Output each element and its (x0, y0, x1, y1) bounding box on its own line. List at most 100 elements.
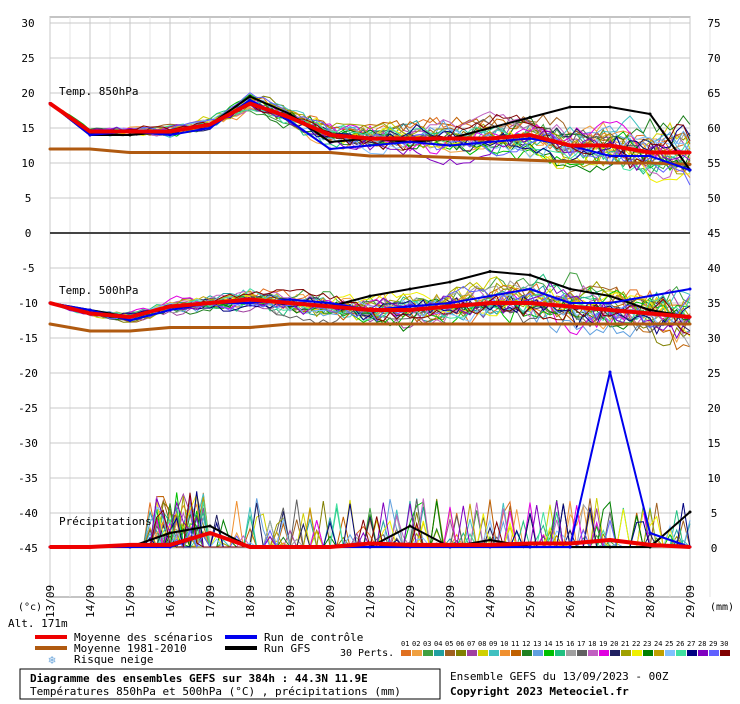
series-precip-0-point (88, 545, 92, 549)
series-precip-0-point (608, 538, 612, 542)
series-precip-1-point (608, 370, 612, 374)
member-legend-swatch (401, 650, 411, 656)
member-legend-label: 07 (467, 640, 475, 648)
label-500: Temp. 500hPa (59, 284, 138, 297)
series-precip-2-point (168, 531, 172, 535)
series-500hPa-3-point (408, 287, 412, 291)
series-850hPa-0-point (288, 116, 292, 119)
y-left-tick: 30 (21, 17, 34, 30)
member-legend-label: 01 (401, 640, 409, 648)
y-left-tick: -35 (18, 472, 38, 485)
y-right-tick: 40 (707, 262, 720, 275)
member-legend-label: 20 (610, 640, 618, 648)
series-850hPa-1-point (528, 158, 532, 162)
series-850hPa-3-point (488, 126, 492, 130)
series-precip-0-point (288, 545, 292, 549)
x-tick-label: 17/09 (204, 585, 217, 618)
x-tick-label: 26/09 (564, 585, 577, 618)
y-left-tick: 25 (21, 52, 34, 65)
footer-title: Diagramme des ensembles GEFS sur 384h : … (30, 672, 368, 685)
y-right-tick: 35 (707, 297, 720, 310)
series-500hPa-2-point (88, 308, 92, 312)
series-500hPa-1-point (488, 322, 492, 326)
x-tick-label: 28/09 (644, 585, 657, 618)
series-850hPa-0-point (528, 133, 532, 137)
y-right-tick: 75 (707, 17, 720, 30)
member-legend-swatch (654, 650, 664, 656)
series-850hPa-2-point (328, 147, 332, 151)
series-850hPa-0-point (688, 151, 692, 154)
series-500hPa-1-point (48, 322, 52, 326)
member-legend-label: 17 (577, 640, 585, 648)
series-850hPa-1-point (288, 151, 292, 154)
series-500hPa-2-point (528, 287, 532, 291)
y-right-tick: 60 (707, 122, 720, 135)
series-850hPa-3-point (608, 105, 612, 109)
snowflake-icon: ❄ (48, 653, 55, 667)
member-legend-label: 11 (511, 640, 519, 648)
series-precip-0-point (528, 542, 532, 545)
series-500hPa-1-point (528, 322, 532, 326)
y-right-tick: 10 (707, 472, 720, 485)
member-legend-label: 14 (544, 640, 552, 648)
y-left-tick: -20 (18, 367, 38, 380)
series-precip-2-point (608, 545, 612, 549)
legend: Moyenne des scénarios Moyenne 1981-2010 … (35, 631, 730, 667)
series-500hPa-1-point (288, 322, 292, 326)
footer-run: Ensemble GEFS du 13/09/2023 - 00Z (450, 670, 669, 683)
x-tick-label: 16/09 (164, 585, 177, 618)
series-850hPa-0-point (368, 137, 372, 140)
x-tick-label: 19/09 (284, 585, 297, 618)
series-precip-0-point (448, 543, 452, 547)
y-left-tick: 15 (21, 122, 34, 135)
x-tick-label: 23/09 (444, 585, 457, 618)
member-legend-swatch (665, 650, 675, 656)
member-legend-label: 09 (489, 640, 497, 648)
series-500hPa-2-point (128, 319, 132, 322)
series-500hPa-1-point (208, 326, 212, 329)
footer-copyright: Copyright 2023 Meteociel.fr (450, 685, 629, 698)
series-500hPa-0-point (688, 315, 692, 319)
series-500hPa-2-point (328, 301, 332, 305)
series-precip-0-point (208, 531, 212, 535)
series-850hPa-0-point (448, 137, 452, 140)
series-850hPa-3-point (648, 112, 652, 116)
series-precip-2-point (208, 524, 212, 528)
series-850hPa-3-point (328, 140, 332, 144)
member-legend-label: 16 (566, 640, 574, 648)
series-500hPa-2-point (248, 301, 252, 305)
footer-box (19, 668, 441, 700)
y-left-tick: -10 (18, 297, 38, 310)
series-500hPa-1-point (568, 322, 572, 326)
series-500hPa-1-point (328, 322, 332, 326)
member-legend-label: 18 (588, 640, 596, 648)
series-precip-0-point (408, 543, 412, 547)
series-850hPa-0-point (408, 137, 412, 140)
y-left-tick: 0 (25, 227, 32, 240)
series-precip-1-point (648, 531, 652, 535)
member-legend-label: 27 (687, 640, 695, 648)
series-500hPa-1-point (128, 329, 132, 333)
member-legend-label: 21 (621, 640, 629, 648)
y-left-tick: -15 (18, 332, 38, 345)
series-500hPa-2-point (688, 287, 692, 291)
series-500hPa-0-point (48, 301, 52, 305)
y-left-tick: -5 (21, 262, 34, 275)
member-legend-swatch (544, 650, 554, 656)
series-500hPa-1-point (248, 326, 252, 329)
series-850hPa-1-point (328, 151, 332, 154)
series-850hPa-2-point (288, 119, 292, 123)
series-850hPa-2-point (368, 144, 372, 147)
y-right-tick: 25 (707, 367, 720, 380)
series-precip-2-point (408, 524, 412, 528)
series-850hPa-2-point (408, 140, 412, 144)
member-legend-label: 25 (665, 640, 673, 648)
member-legend-swatch (709, 650, 719, 656)
member-legend-swatch (467, 650, 477, 656)
series-500hPa-2-point (608, 301, 612, 305)
member-legend-label: 13 (533, 640, 541, 648)
series-precip-0-point (688, 545, 692, 549)
series-850hPa-0-point (168, 130, 172, 133)
series-850hPa-3-point (528, 116, 532, 119)
